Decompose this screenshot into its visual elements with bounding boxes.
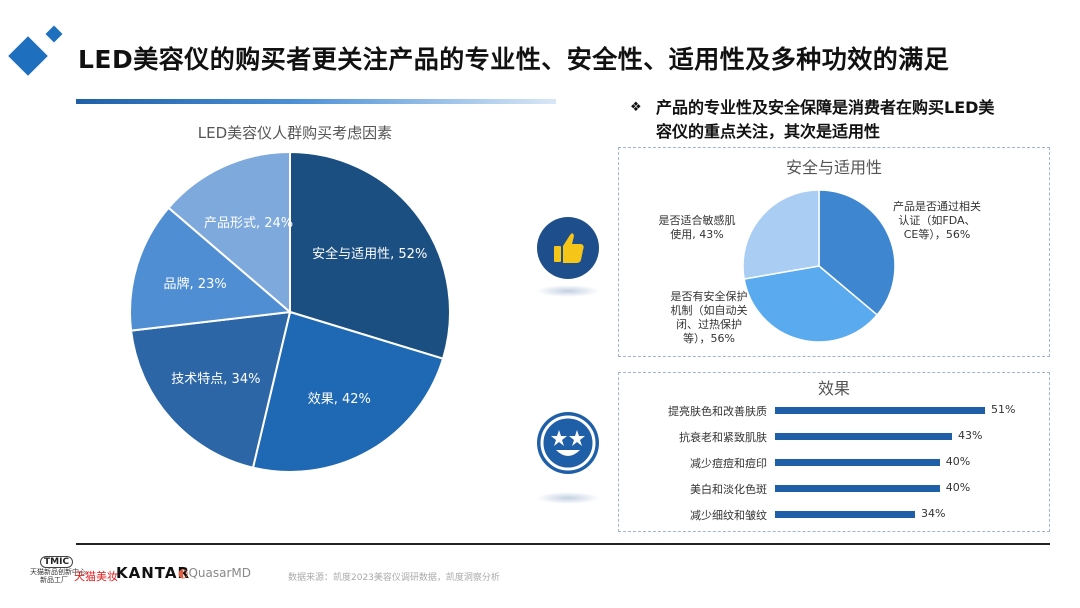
effect-bar-label-1: 抗衰老和紧致肌肤 (679, 431, 767, 444)
title-underline (76, 99, 556, 104)
safety-pie-label-0-line-1: 认证（如FDA、 (898, 213, 975, 227)
safety-pie-label-1-line-1: 机制（如自动关 (671, 303, 748, 317)
tmic-text: 天猫新品创新中心 (30, 568, 86, 576)
star-eyes-shadow (536, 492, 600, 504)
main-pie-label-2: 技术特点, 34% (171, 372, 260, 387)
main-pie-title: LED美容仪人群购买考虑因素 (197, 124, 393, 142)
main-pie-label-0: 安全与适用性, 52% (312, 246, 427, 262)
bullet-mark: ❖ (630, 100, 642, 115)
thumbs-up-icon (537, 217, 599, 279)
effect-bar-label-3: 美白和淡化色斑 (690, 483, 767, 496)
quasar-icon: ◐ (178, 566, 189, 580)
effect-bar-3 (775, 485, 940, 492)
thumbs-up-shadow (536, 285, 600, 297)
safety-panel-title: 安全与适用性 (785, 158, 882, 177)
safety-pie-label-2-line-1: 使用, 43% (670, 228, 723, 241)
safety-pie-label-0-line-2: CE等），56% (904, 227, 971, 241)
main-pie-slice-3 (129, 206, 293, 332)
tmic-badge: TMIC (40, 556, 74, 568)
quasar-text: QuasarMD (188, 566, 252, 580)
main-pie-slice-2 (129, 310, 292, 469)
main-pie-label-1: 效果, 42% (308, 392, 371, 407)
page-title: LED美容仪的购买者更关注产品的专业性、安全性、适用性及多种功效的满足 (78, 45, 950, 74)
effect-bar-value-2: 40% (945, 455, 971, 468)
safety-pie-label-1-line-3: 等），56% (683, 331, 735, 345)
main-pie-label-3: 品牌, 23% (164, 276, 227, 292)
effect-bar-1 (775, 433, 953, 440)
quasar-logo: ◐QuasarMD (178, 566, 251, 580)
safety-pie-label-1-line-0: 是否有安全保护 (671, 289, 748, 303)
data-source: 数据来源：凯度2023美容仪调研数据，凯度洞察分析 (288, 573, 500, 583)
safety-panel: 安全与适用性 产品是否通过相关 认证（如FDA、 CE等），56% 是否有安全保护 机制… (618, 147, 1050, 357)
effect-panel: 效果 提亮肤色和改善肤质 51% 抗衰老和紧致肌肤 43% 减少痘痘和痘印 40% 美白和淡… (618, 372, 1050, 532)
effect-bar-value-3: 40% (945, 481, 971, 494)
effect-bar-2 (775, 459, 940, 466)
effect-bar-label-2: 减少痘痘和痘印 (690, 457, 767, 470)
effect-panel-title: 效果 (817, 379, 850, 398)
key-finding-line1: 产品的专业性及安全保障是消费者在购买LED美 (656, 98, 995, 117)
brand-diamond-logo (8, 25, 63, 76)
main-pie-label-4: 产品形式, 24% (204, 216, 293, 231)
star-eyes-smile-icon (537, 412, 599, 474)
effect-bar-value-1: 43% (958, 429, 983, 442)
bottom-divider (76, 543, 1050, 545)
key-finding-line2: 容仪的重点关注，其次是适用性 (656, 122, 881, 141)
effect-bar-value-4: 34% (921, 507, 946, 520)
main-pie-slice-0 (289, 150, 451, 360)
safety-pie-label-1-line-2: 闭、过热保护 (676, 317, 742, 331)
effect-bar-4 (775, 511, 915, 518)
safety-pie-label-0-line-0: 产品是否通过相关 (893, 199, 981, 213)
safety-pie-slice-1 (743, 265, 879, 343)
tmic-logo: TMIC 天猫新品创新中心 新品工厂 (30, 554, 86, 584)
safety-pie-slice-2 (742, 189, 820, 280)
effect-bar-label-4: 减少细纹和皱纹 (690, 509, 767, 522)
main-pie-slice-1 (251, 310, 445, 473)
effect-bar-label-0: 提亮肤色和改善肤质 (668, 405, 767, 418)
kantar-logo: KANTAR (116, 564, 191, 582)
main-pie-chart: 安全与适用性, 52% 效果, 42% 技术特点, 34% 品牌, 23% 产品形式, … (129, 150, 451, 473)
main-pie-slice-4 (167, 150, 291, 315)
effect-bar-0 (775, 407, 985, 414)
effect-bar-value-0: 51% (991, 403, 1016, 416)
safety-pie-label-2-line-0: 是否适合敏感肌 (659, 213, 736, 227)
safety-pie-slice-0 (818, 189, 896, 316)
tmall-beauty-logo: 天猫美妆 (74, 570, 118, 583)
effect-bar-chart: 提亮肤色和改善肤质 51% 抗衰老和紧致肌肤 43% 减少痘痘和痘印 40% 美白和淡化色斑… (619, 373, 1049, 531)
tmic-sub: 新品工厂 (40, 576, 68, 584)
key-finding: ❖ 产品的专业性及安全保障是消费者在购买LED美 容仪的重点关注，其次是适用性 (630, 96, 1030, 144)
